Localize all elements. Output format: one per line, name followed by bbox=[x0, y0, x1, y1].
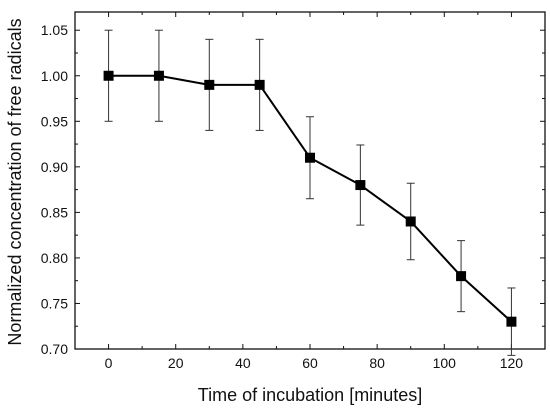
data-point bbox=[355, 180, 366, 191]
x-tick-label: 80 bbox=[369, 355, 385, 371]
x-axis: 0 20 40 60 80 100 120 bbox=[105, 12, 524, 371]
data-point bbox=[204, 79, 215, 90]
x-tick-label: 40 bbox=[235, 355, 251, 371]
x-tick-label: 100 bbox=[433, 355, 457, 371]
data-point bbox=[254, 79, 265, 90]
data-point bbox=[305, 152, 315, 163]
x-tick-label: 0 bbox=[105, 355, 113, 371]
data-point bbox=[456, 271, 467, 282]
error-bars bbox=[104, 29, 516, 356]
x-axis-title: Time of incubation [minutes] bbox=[198, 385, 422, 405]
series-line-segment bbox=[409, 220, 462, 277]
y-tick-label: 0.95 bbox=[41, 113, 68, 129]
y-tick-label: 0.85 bbox=[41, 204, 68, 220]
series-line-segment bbox=[309, 156, 361, 186]
series-line-segment bbox=[359, 184, 412, 223]
y-tick-label: 0.70 bbox=[41, 341, 68, 357]
x-tick-label: 20 bbox=[168, 355, 184, 371]
series-line-segment bbox=[258, 84, 311, 159]
data-markers bbox=[103, 70, 517, 327]
y-tick-label: 1.05 bbox=[41, 22, 68, 38]
y-tick-label: 0.75 bbox=[41, 295, 68, 311]
y-tick-label: 0.80 bbox=[41, 250, 68, 266]
data-point bbox=[103, 70, 114, 81]
series-lines bbox=[108, 74, 513, 323]
data-point bbox=[506, 316, 517, 327]
data-point bbox=[405, 216, 416, 227]
series-line-segment bbox=[460, 275, 513, 323]
y-tick-label: 0.90 bbox=[41, 159, 68, 175]
x-tick-label: 120 bbox=[500, 355, 524, 371]
y-axis: 0.70 0.75 0.80 0.85 0.90 0.95 1.00 1.05 bbox=[41, 22, 545, 357]
y-axis-title: Normalized concentration of free radical… bbox=[5, 18, 25, 345]
x-tick-label: 60 bbox=[302, 355, 318, 371]
data-point bbox=[153, 70, 164, 81]
y-tick-label: 1.00 bbox=[41, 68, 68, 84]
series-line-segment bbox=[158, 74, 210, 86]
